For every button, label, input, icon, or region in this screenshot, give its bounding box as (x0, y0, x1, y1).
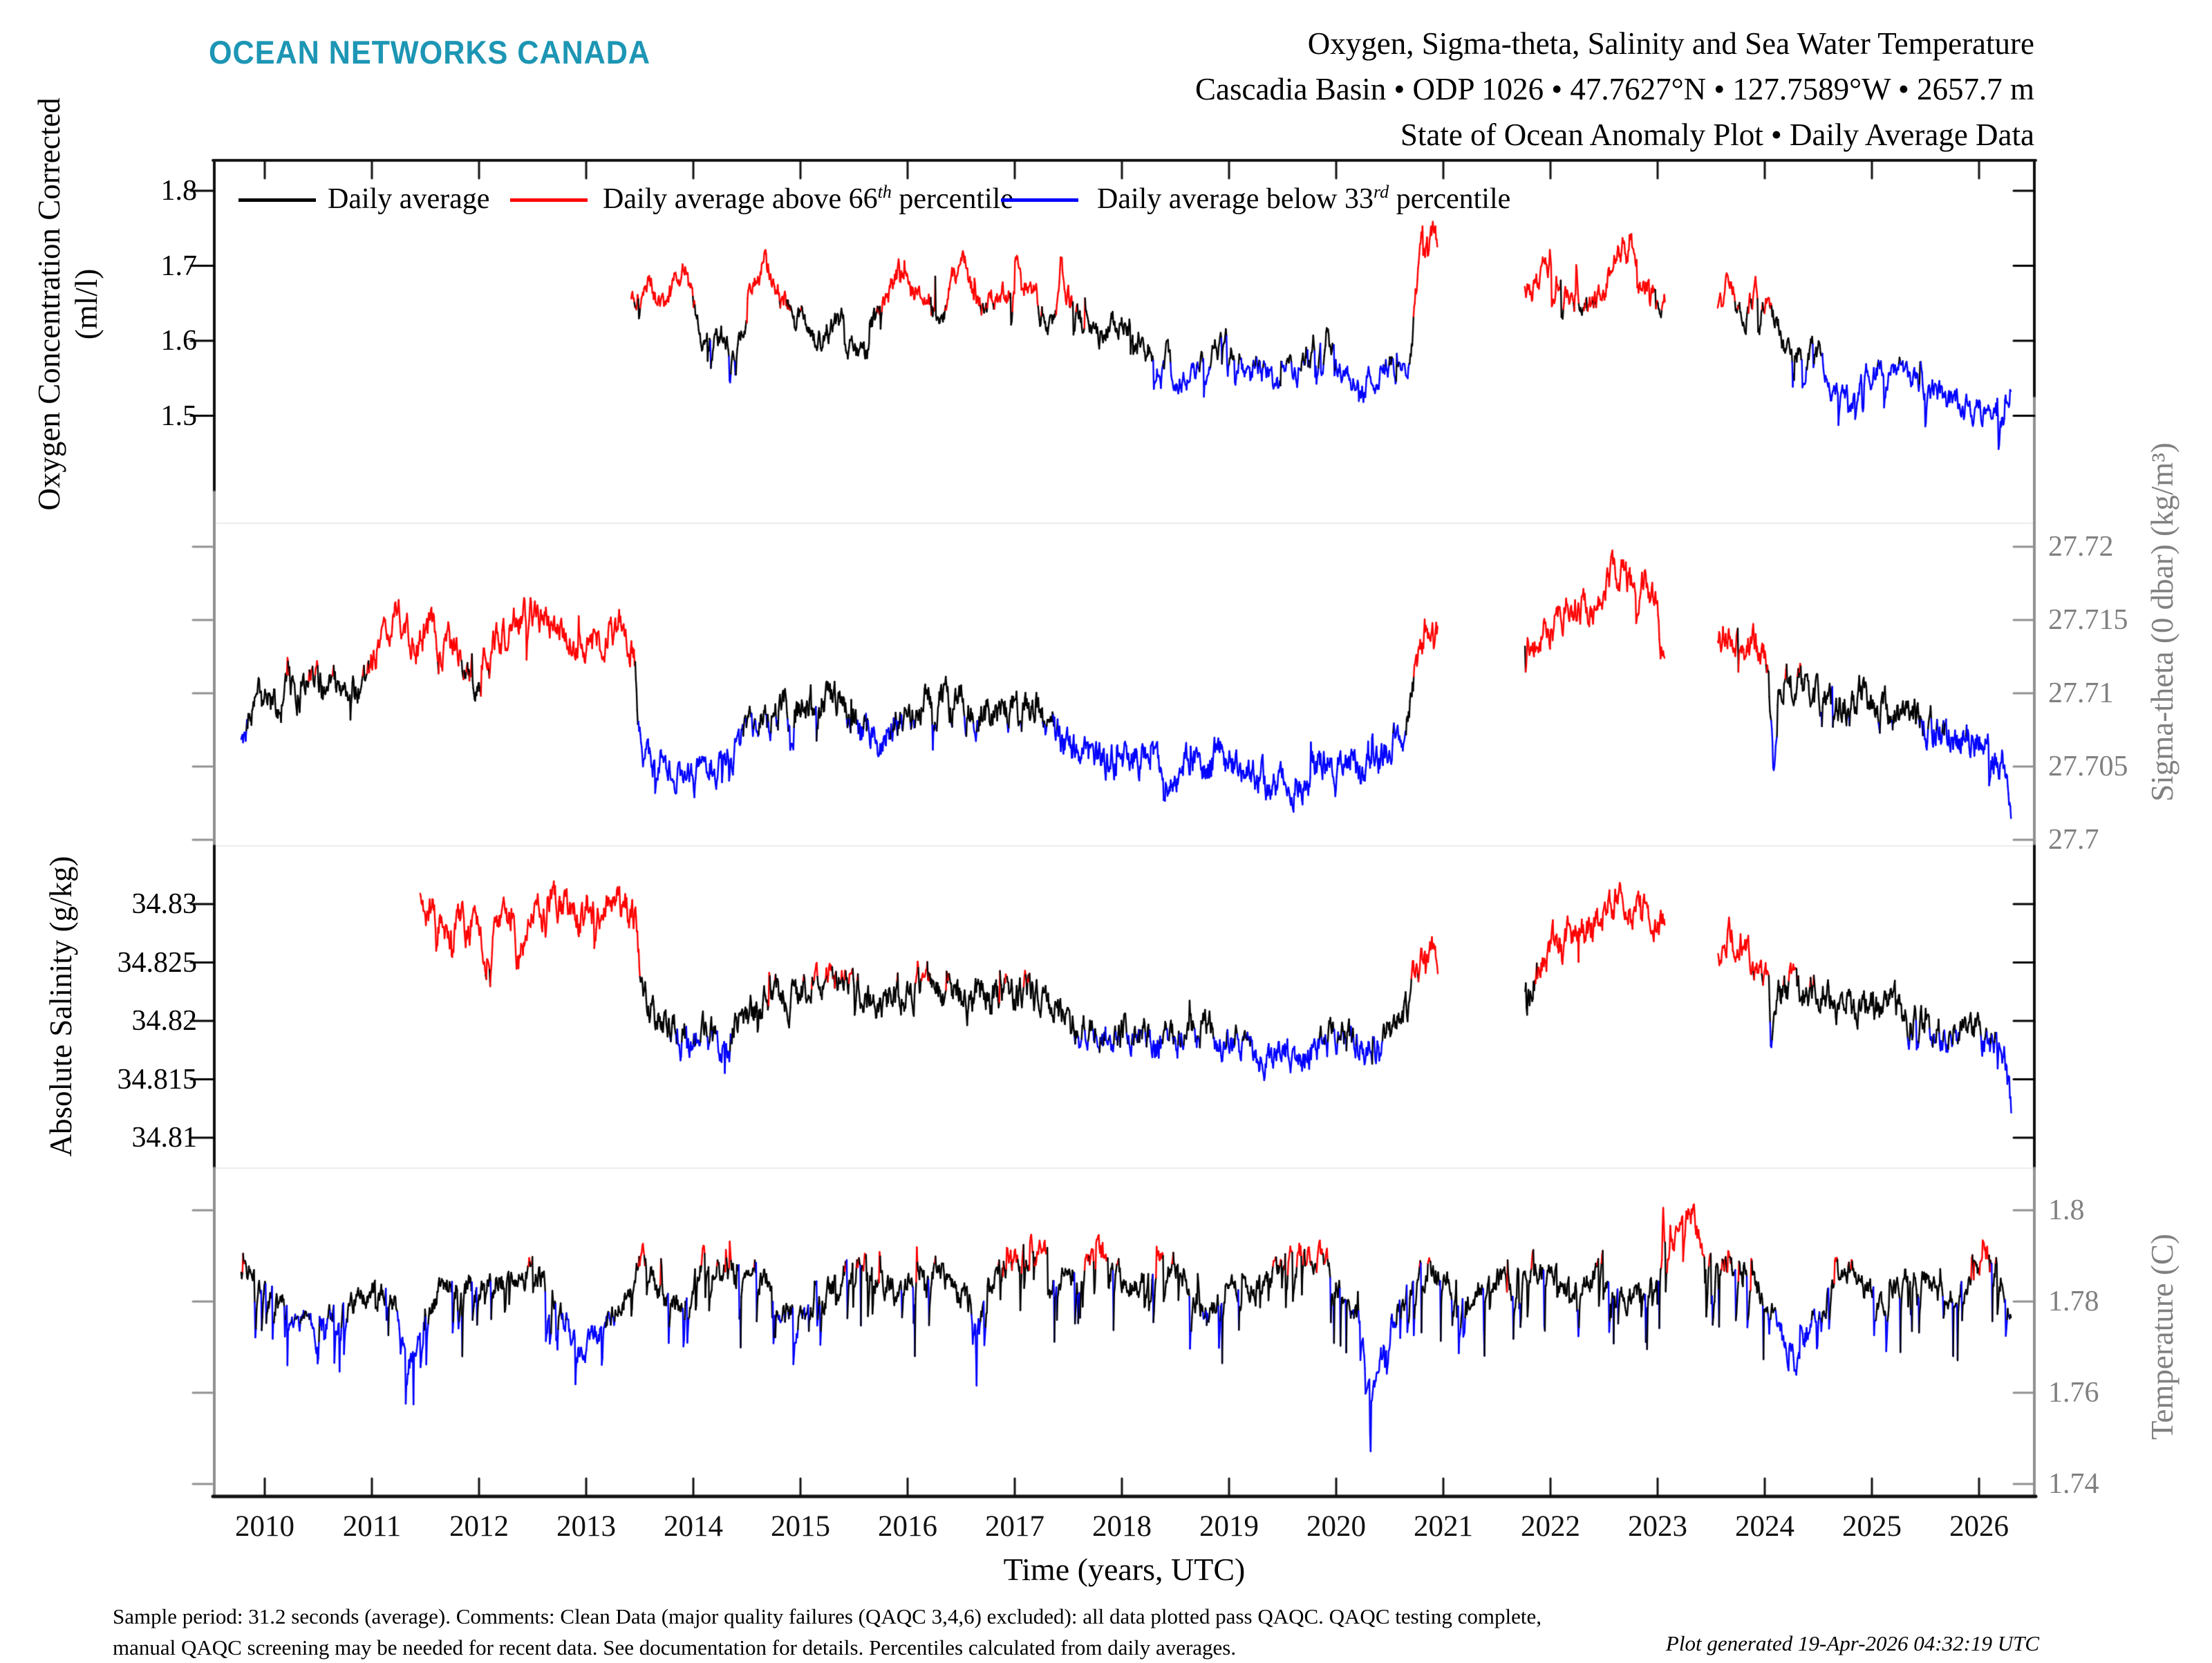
y-tick-label-oxygen: 1.6 (160, 325, 198, 357)
x-tick-label: 2026 (1949, 1510, 2009, 1543)
y-tick-label-sigma-theta: 27.72 (2048, 531, 2114, 563)
title-line-station: Cascadia Basin • ODP 1026 • 47.7627°N • … (1195, 72, 2034, 106)
x-tick-label: 2022 (1521, 1510, 1580, 1543)
x-tick-label: 2012 (449, 1510, 509, 1543)
x-tick-label: 2025 (1842, 1510, 1902, 1543)
y-tick-label-temperature: 1.78 (2048, 1286, 2099, 1317)
y-tick-label-temperature: 1.8 (2048, 1194, 2085, 1226)
legend-label-daily-average: Daily average (328, 183, 490, 215)
x-tick-label: 2016 (878, 1510, 937, 1543)
y-tick-label-sigma-theta: 27.705 (2048, 751, 2128, 782)
x-axis-label: Time (years, UTC) (1003, 1552, 1246, 1587)
y-tick-label-temperature: 1.74 (2048, 1468, 2099, 1500)
x-tick-label: 2013 (556, 1510, 616, 1543)
legend-label-above-66th: Daily average above 66th percentile (603, 182, 1013, 215)
legend-swatch-above-66th (510, 198, 588, 202)
x-tick-label: 2011 (342, 1510, 402, 1543)
temperature-axis-label: Temperature (C) (2145, 1234, 2180, 1440)
y-tick-label-sigma-theta: 27.7 (2048, 824, 2099, 856)
title-line-variables: Oxygen, Sigma-theta, Salinity and Sea Wa… (1307, 26, 2034, 61)
plot-generated-timestamp: Plot generated 19-Apr-2026 04:32:19 UTC (1665, 1631, 2039, 1655)
y-tick-label-sigma-theta: 27.715 (2048, 604, 2128, 636)
y-tick-label-salinity: 34.815 (117, 1063, 198, 1096)
x-tick-label: 2019 (1199, 1510, 1259, 1543)
y-tick-label-salinity: 34.825 (117, 946, 198, 979)
y-tick-label-temperature: 1.76 (2048, 1377, 2099, 1409)
x-tick-label: 2017 (985, 1510, 1044, 1543)
salinity-axis-label: Absolute Salinity (g/kg) (44, 856, 78, 1157)
y-tick-label-oxygen: 1.7 (160, 250, 198, 282)
y-tick-label-oxygen: 1.8 (160, 175, 198, 207)
x-tick-label: 2023 (1628, 1510, 1687, 1543)
y-tick-label-salinity: 34.82 (131, 1005, 198, 1037)
title-line-plot-type: State of Ocean Anomaly Plot • Daily Aver… (1400, 118, 2034, 152)
ocean-networks-canada-logo: OCEAN NETWORKS CANADA (209, 34, 651, 71)
y-tick-label-salinity: 34.81 (131, 1122, 198, 1154)
legend-label-below-33rd: Daily average below 33rd percentile (1097, 182, 1511, 215)
plot-title: Oxygen, Sigma-theta, Salinity and Sea Wa… (1195, 21, 2034, 158)
y-tick-label-sigma-theta: 27.71 (2048, 677, 2114, 709)
x-tick-label: 2020 (1306, 1510, 1366, 1543)
y-tick-label-oxygen: 1.5 (160, 400, 198, 432)
x-tick-label: 2021 (1414, 1510, 1473, 1543)
footer-comments: Sample period: 31.2 seconds (average). C… (113, 1604, 1542, 1660)
x-tick-label: 2010 (235, 1510, 294, 1543)
x-tick-label: 2014 (664, 1510, 723, 1543)
x-tick-label: 2015 (771, 1510, 830, 1543)
x-tick-label: 2024 (1735, 1510, 1794, 1543)
y-tick-label-salinity: 34.83 (131, 888, 198, 920)
legend-swatch-daily-average (238, 198, 316, 202)
oxygen-axis-label: Oxygen Concentration Corrected (ml/l) (32, 97, 104, 511)
x-tick-label: 2018 (1092, 1510, 1152, 1543)
sigma-theta-axis-label: Sigma-theta (0 dbar) (kg/m³) (2145, 442, 2180, 802)
legend-swatch-below-33rd (1001, 198, 1078, 202)
